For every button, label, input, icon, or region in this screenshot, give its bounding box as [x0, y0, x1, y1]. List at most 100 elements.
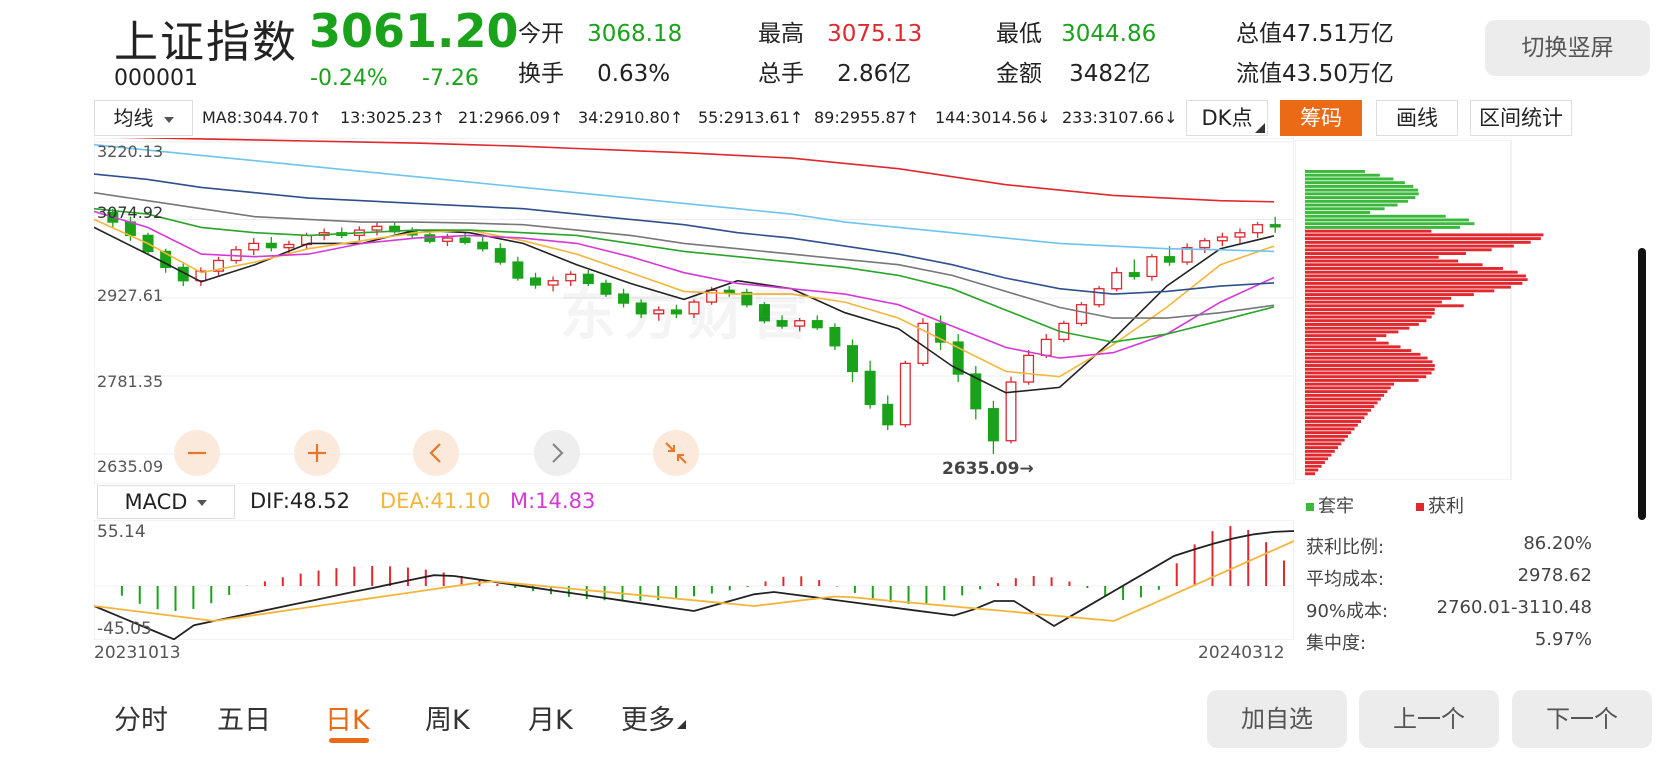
candle-body — [1040, 338, 1052, 357]
scrollbar[interactable] — [1638, 248, 1646, 520]
range-stats-button[interactable]: 区间统计 — [1470, 100, 1572, 136]
legend-swatch — [1416, 503, 1424, 511]
candle-body — [1146, 256, 1158, 278]
candle-body — [248, 242, 260, 251]
chip-bar — [1305, 323, 1419, 326]
chip-bar — [1305, 255, 1439, 259]
stat-label: 金额 — [996, 61, 1042, 87]
chip-bar — [1305, 405, 1375, 408]
scroll-left-button[interactable] — [413, 430, 459, 476]
chip-bar — [1305, 281, 1523, 285]
chip-bar — [1305, 259, 1459, 263]
candle-body — [952, 341, 964, 375]
chip-stat-label: 集中度: — [1306, 633, 1367, 654]
stat-value: 3075.13 — [827, 21, 923, 47]
chip-bar — [1305, 252, 1466, 255]
chip-stat-label: 平均成本: — [1306, 569, 1385, 590]
stat-label: 总值 — [1236, 21, 1282, 47]
y-axis-label: 2927.61 — [97, 286, 164, 305]
stat-value: 2.86亿 — [837, 61, 912, 87]
legend-profit-label: 获利 — [1428, 496, 1464, 517]
macd-m: M:14.83 — [510, 489, 596, 513]
candlestick-chart[interactable] — [94, 138, 1294, 484]
legend-trapped-label: 套牢 — [1318, 496, 1354, 517]
x-axis-end-date: 20240312 — [1198, 643, 1285, 663]
zoom-in-button[interactable] — [294, 430, 340, 476]
tab-weekly-k[interactable]: 周K — [425, 705, 470, 736]
candle-body — [935, 322, 947, 343]
stat-float-value: 流值43.50万亿 — [1236, 54, 1394, 88]
corner-triangle-icon — [677, 720, 686, 729]
chevron-down-icon — [197, 500, 208, 506]
ma-line-233 — [118, 138, 1275, 203]
ma-legend-7: 233:3107.66↓ — [1062, 108, 1178, 127]
chip-bar — [1305, 188, 1419, 192]
chip-bar — [1305, 453, 1332, 457]
x-axis-start-date: 20231013 — [94, 643, 181, 663]
chip-bar — [1305, 319, 1427, 323]
candle-body — [283, 243, 295, 249]
reset-zoom-button[interactable] — [653, 430, 699, 476]
chip-bar — [1305, 177, 1394, 181]
macd-chart[interactable] — [94, 520, 1294, 640]
chip-bar — [1305, 438, 1345, 442]
stat-value: 3482亿 — [1069, 61, 1151, 87]
chip-bar — [1305, 203, 1398, 207]
chip-bar — [1305, 352, 1421, 356]
chip-bar — [1305, 423, 1358, 427]
tab-daily-k[interactable]: 日K — [325, 705, 370, 736]
legend-profit: 获利 — [1416, 492, 1464, 518]
chip-frame — [1295, 140, 1512, 480]
candle-body — [1128, 272, 1140, 278]
stat-turnover: 换手 0.63% — [518, 54, 670, 88]
candle-body — [1093, 288, 1105, 306]
tab-more[interactable]: 更多 — [621, 698, 686, 737]
dk-point-label: DK点 — [1201, 106, 1253, 130]
draw-line-button[interactable]: 画线 — [1376, 100, 1458, 136]
switch-portrait-button[interactable]: 切换竖屏 — [1485, 20, 1650, 76]
chip-bar — [1305, 192, 1419, 196]
chip-bar — [1305, 211, 1371, 214]
indicator-select[interactable]: MACD — [97, 485, 235, 519]
chip-bar — [1305, 173, 1380, 177]
legend-trapped: 套牢 — [1306, 492, 1354, 518]
ma-select[interactable]: 均线 — [94, 100, 193, 136]
candle-body — [600, 282, 612, 295]
chip-bar — [1305, 248, 1492, 252]
ma-legend-4: 55:2913.61↑ — [698, 108, 804, 127]
macd-frame — [94, 520, 1294, 640]
chip-distribution-button[interactable]: 筹码 — [1280, 100, 1362, 136]
tab-monthly-k[interactable]: 月K — [528, 705, 573, 736]
legend-swatch — [1306, 503, 1314, 511]
stat-label: 换手 — [518, 61, 564, 87]
chip-bar — [1305, 457, 1329, 461]
stat-high: 最高 3075.13 — [758, 14, 922, 48]
candle-body — [1216, 236, 1228, 242]
ma-line-ma8 — [94, 226, 1275, 394]
scroll-right-button[interactable] — [534, 430, 580, 476]
macd-dif: DIF:48.52 — [250, 489, 351, 513]
candle-body — [688, 301, 700, 315]
stat-low: 最低 3044.86 — [996, 14, 1156, 48]
dk-point-button[interactable]: DK点 — [1186, 100, 1268, 136]
chip-bar — [1305, 449, 1335, 453]
stat-label: 最低 — [996, 21, 1042, 47]
chip-stat-label: 获利比例: — [1306, 537, 1385, 558]
stat-value: 43.50万亿 — [1282, 61, 1394, 87]
indicator-select-label: MACD — [124, 490, 188, 514]
candle-body — [1005, 381, 1017, 442]
add-watchlist-button[interactable]: 加自选 — [1207, 690, 1347, 748]
chip-bar — [1305, 240, 1531, 244]
next-button[interactable]: 下一个 — [1512, 690, 1652, 748]
tab-five-day[interactable]: 五日 — [217, 705, 271, 736]
previous-button[interactable]: 上一个 — [1359, 690, 1499, 748]
ma-select-label: 均线 — [113, 106, 154, 130]
y-axis-label: 3074.92 — [97, 203, 164, 222]
tab-intraday[interactable]: 分时 — [114, 705, 168, 736]
chip-bar — [1305, 244, 1514, 248]
chevron-left-icon — [429, 443, 441, 463]
zoom-out-button[interactable] — [174, 430, 220, 476]
ma-line-55 — [94, 191, 1275, 319]
current-price: 3061.20 — [309, 4, 519, 58]
chip-bar — [1305, 371, 1432, 375]
